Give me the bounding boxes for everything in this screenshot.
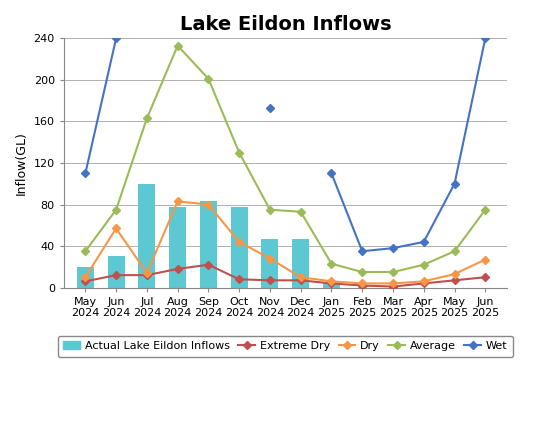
Bar [200,202,217,288]
Bar [261,239,279,288]
Bar [138,184,156,288]
Bar [231,206,248,288]
Bar [107,257,125,288]
Title: Lake Eildon Inflows: Lake Eildon Inflows [179,15,391,34]
Y-axis label: Inflow(GL): Inflow(GL) [15,131,28,195]
Bar [323,282,340,288]
Bar [292,239,309,288]
Bar [169,206,186,288]
Legend: Actual Lake Eildon Inflows, Extreme Dry, Dry, Average, Wet: Actual Lake Eildon Inflows, Extreme Dry,… [58,336,513,357]
Bar [77,267,94,288]
